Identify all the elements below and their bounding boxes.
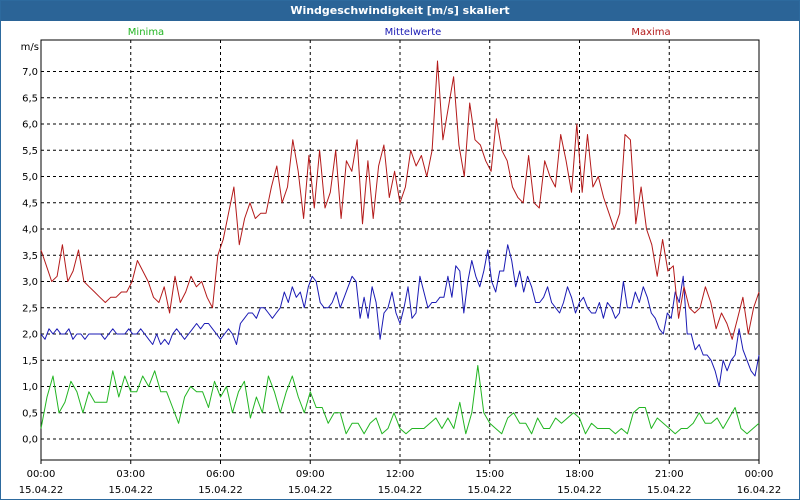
x-tick-date-label: 16.04.22	[737, 485, 782, 496]
legend-item-mittelwerte: Mittelwerte	[385, 27, 442, 38]
y-tick-label: 4,0	[22, 225, 38, 236]
y-tick-label: 3,0	[22, 277, 38, 288]
y-tick-label: 0,5	[22, 408, 38, 419]
x-tick-time-label: 06:00	[206, 469, 235, 480]
y-tick-label: 7,0	[22, 67, 38, 78]
x-axis-ticks: 00:00 15.04.22 03:00 15.04.22 06:00 15.04.22 0…	[19, 460, 782, 496]
x-tick-date-label: 15.04.22	[108, 485, 153, 496]
x-tick-time-label: 12:00	[386, 469, 415, 480]
x-tick-time-label: 18:00	[565, 469, 594, 480]
series-line-maxima	[40, 60, 760, 340]
series-line-mittelwerte	[40, 244, 760, 387]
x-tick-time-label: 15:00	[475, 469, 504, 480]
x-tick-date-label: 15.04.22	[557, 485, 602, 496]
x-tick-time-label: 09:00	[296, 469, 325, 480]
y-axis-ticks: 0,0 0,5 1,0 1,5 2,0 2,5 3,0 3,5 4,0 4,5 5,0 5,5 6,0 6…	[22, 67, 38, 446]
y-tick-label: 1,0	[22, 382, 38, 393]
x-tick-time-label: 03:00	[116, 469, 145, 480]
legend-item-maxima: Maxima	[631, 27, 670, 38]
y-tick-label: 6,5	[22, 93, 38, 104]
grid	[41, 40, 759, 460]
y-tick-label: 2,5	[22, 303, 38, 314]
x-tick-date-label: 15.04.22	[19, 485, 64, 496]
y-tick-label: 1,5	[22, 356, 38, 367]
y-tick-label: 4,5	[22, 198, 38, 209]
y-tick-label: 5,5	[22, 146, 38, 157]
legend-item-minima: Minima	[128, 27, 164, 38]
y-tick-label: 0,0	[22, 435, 38, 446]
y-tick-label: 6,0	[22, 120, 38, 131]
x-tick-date-label: 15.04.22	[467, 485, 512, 496]
y-tick-label: 5,0	[22, 172, 38, 183]
wind-speed-chart: Minima Mittelwerte Maxima m/s 0,0 0,5 1,0 1,5…	[19, 27, 782, 496]
series-layer	[40, 60, 760, 435]
x-tick-date-label: 15.04.22	[198, 485, 243, 496]
x-tick-date-label: 15.04.22	[288, 485, 333, 496]
x-tick-date-label: 15.04.22	[378, 485, 423, 496]
y-tick-label: 2,0	[22, 330, 38, 341]
x-tick-time-label: 21:00	[655, 469, 684, 480]
legend: Minima Mittelwerte Maxima	[128, 27, 671, 38]
y-tick-label: 3,5	[22, 251, 38, 262]
x-tick-time-label: 00:00	[27, 469, 56, 480]
series-line-minima	[40, 365, 760, 435]
y-axis-label: m/s	[21, 42, 39, 53]
x-tick-time-label: 00:00	[745, 469, 774, 480]
x-tick-date-label: 15.04.22	[647, 485, 692, 496]
window-title: Windgeschwindigkeit [m/s] skaliert	[1, 1, 799, 21]
